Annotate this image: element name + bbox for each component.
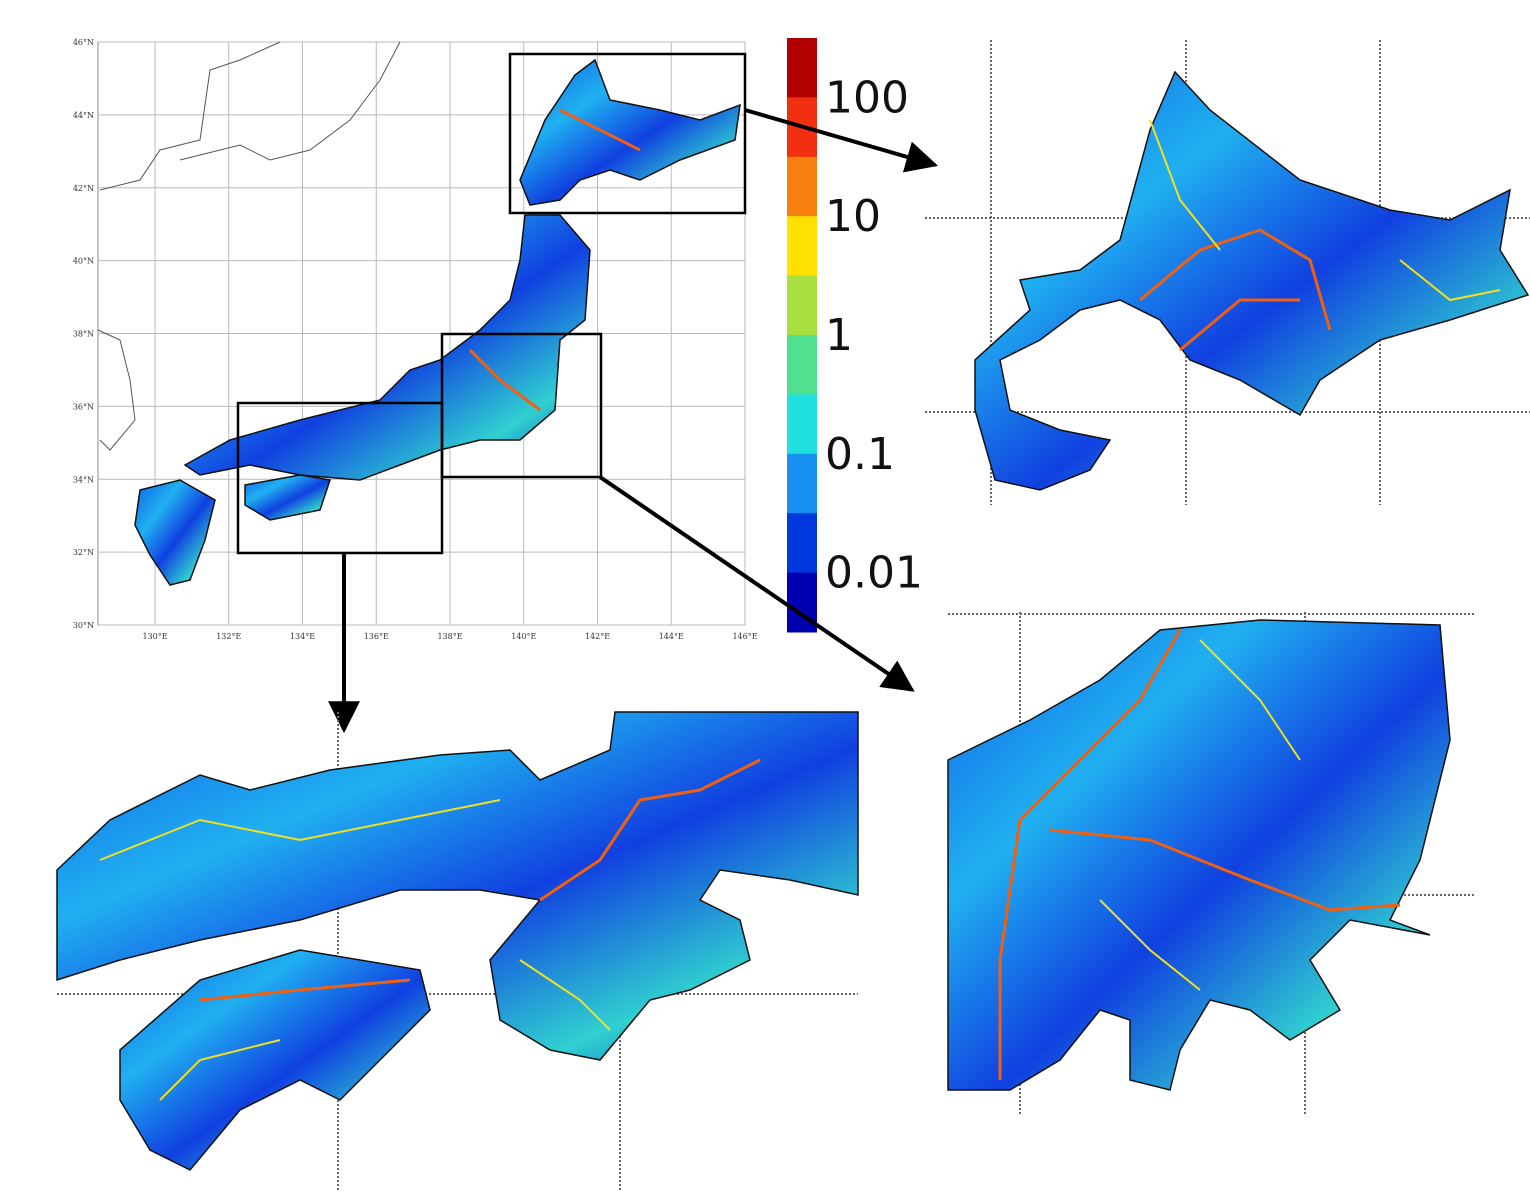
longitude-label: 146°E	[732, 632, 757, 641]
hokkaido-detail	[975, 72, 1528, 490]
colorbar-label: 10	[825, 191, 881, 242]
latitude-label: 30°N	[73, 621, 94, 630]
zoom-kanto	[948, 612, 1475, 1115]
longitude-label: 132°E	[216, 632, 241, 641]
colorbar-segment	[787, 454, 817, 514]
colorbar-label: 100	[825, 72, 909, 123]
colorbar-segment	[787, 394, 817, 454]
longitude-label: 134°E	[290, 632, 315, 641]
colorbar-segment	[787, 157, 817, 217]
longitude-label: 130°E	[142, 632, 167, 641]
latitude-label: 34°N	[73, 475, 94, 484]
zoom-hokkaido	[925, 40, 1530, 505]
latitude-label: 40°N	[73, 257, 94, 266]
colorbar-segment	[787, 216, 817, 276]
colorbar-segment	[787, 513, 817, 573]
longitude-label: 144°E	[659, 632, 684, 641]
kanto-detail	[948, 620, 1450, 1090]
latitude-label: 36°N	[73, 402, 94, 411]
colorbar-label: 1	[825, 310, 853, 361]
latitude-label: 46°N	[73, 38, 94, 47]
overview-map: 46°N 44°N 42°N 40°N 38°N 36°N 34°N 32°N 30°N 130°…	[73, 38, 758, 641]
longitude-label: 142°E	[585, 632, 610, 641]
zoom-kansai	[57, 712, 858, 1190]
longitude-label: 138°E	[437, 632, 462, 641]
longitude-label: 140°E	[511, 632, 536, 641]
colorbar-segment	[787, 335, 817, 395]
colorbar-label: 0.1	[825, 429, 895, 480]
latitude-label: 38°N	[73, 330, 94, 339]
longitude-label: 136°E	[364, 632, 389, 641]
latitude-label: 44°N	[73, 111, 94, 120]
colorbar-label: 0.01	[825, 548, 923, 599]
colorbar-segment	[787, 276, 817, 336]
figure: 46°N 44°N 42°N 40°N 38°N 36°N 34°N 32°N 30°N 130°…	[0, 0, 1530, 1192]
colorbar-segment	[787, 38, 817, 98]
latitude-label: 42°N	[73, 184, 94, 193]
latitude-label: 32°N	[73, 548, 94, 557]
